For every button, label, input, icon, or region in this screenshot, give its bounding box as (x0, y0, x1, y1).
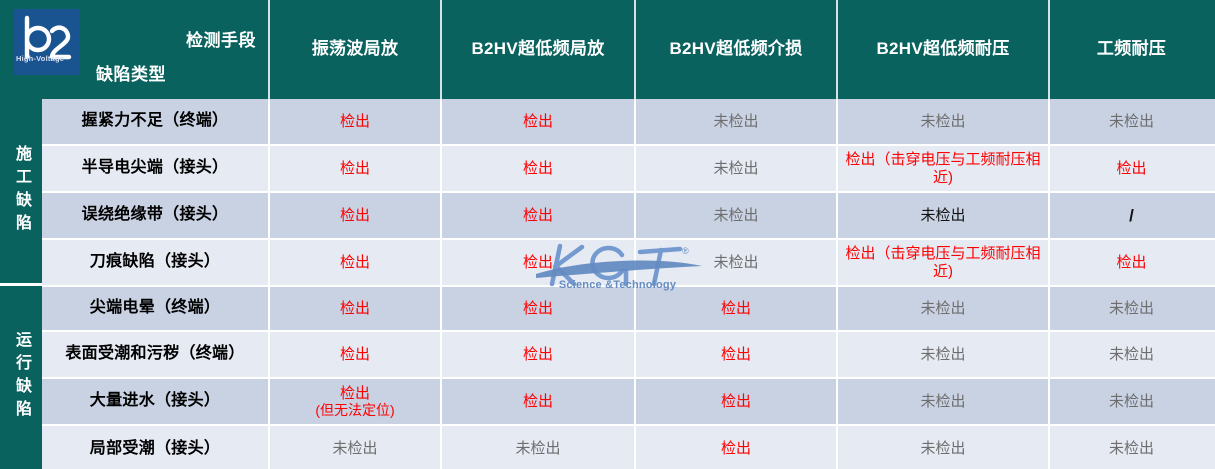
table-row: 握紧力不足（终端） 检出 检出 未检出 未检出 未检出 (42, 99, 1215, 146)
table-header: High-Voltage 检测手段 缺陷类型 振荡波局放 B2HV超低频局放 B… (0, 0, 1215, 99)
cell-value: 检出 (634, 287, 836, 330)
defect-name: 半导电尖端（接头） (81, 159, 229, 177)
table-body: 施工缺陷 运行缺陷 握紧力不足（终端） 检出 检出 未检出 未检出 未检出 半导… (0, 99, 1215, 469)
header-col-1: 振荡波局放 (268, 0, 440, 99)
defect-name: 握紧力不足（终端） (81, 112, 229, 130)
header-col-3: B2HV超低频介损 (634, 0, 836, 99)
cell-value: 检出 (268, 146, 440, 191)
cell-value: 检出 (268, 332, 440, 377)
cell-value: 未检出 (440, 426, 634, 469)
table-row: 局部受潮（接头） 未检出 未检出 检出 未检出 未检出 (42, 426, 1215, 469)
cell-value: 未检出 (836, 426, 1048, 469)
cell-value: 未检出 (836, 99, 1048, 144)
b2-logo-icon (14, 9, 80, 75)
header-col-4: B2HV超低频耐压 (836, 0, 1048, 99)
defect-name: 尖端电晕（终端） (89, 299, 221, 317)
cell-value: 未检出 (1048, 379, 1213, 424)
cell-value: 未检出 (1048, 332, 1213, 377)
cell-value-main: 检出 (339, 384, 370, 402)
header-detection-method-label: 检测手段 (186, 31, 256, 50)
cell-value: 检出 (440, 240, 634, 285)
cell-value: 未检出 (836, 287, 1048, 330)
cell-value: 检出 (634, 379, 836, 424)
cell-value: 检出 (268, 287, 440, 330)
header-defect-type-label: 缺陷类型 (96, 65, 166, 84)
cell-value: 未检出 (634, 99, 836, 144)
cell-value: 检出 (440, 193, 634, 238)
cell-value: 检出 (1048, 240, 1213, 285)
cell-value: 未检出 (268, 426, 440, 469)
cell-value: 检出 (268, 240, 440, 285)
defect-name: 局部受潮（接头） (89, 439, 221, 457)
table-row: 误绕绝缘带（接头） 检出 检出 未检出 未检出 / (42, 193, 1215, 240)
cell-value: 检出 (440, 99, 634, 144)
category-operation-defect: 运行缺陷 (0, 285, 42, 469)
cell-value: 检出 (634, 332, 836, 377)
table-row: 表面受潮和污秽（终端） 检出 检出 检出 未检出 未检出 (42, 332, 1215, 379)
cell-value: 未检出 (634, 240, 836, 285)
defect-name: 表面受潮和污秽（终端） (65, 345, 245, 363)
cell-value: 未检出 (836, 332, 1048, 377)
cell-value: 未检出 (1048, 426, 1213, 469)
cell-value-note: (但无法定位) (315, 402, 395, 419)
cell-value: 检出 (1048, 146, 1213, 191)
category-construction-defect: 施工缺陷 (0, 99, 42, 286)
cell-value: / (1048, 193, 1213, 238)
cell-value: 未检出 (1048, 99, 1213, 144)
cell-value: 检出（击穿电压与工频耐压相近) (836, 240, 1048, 285)
defect-name: 刀痕缺陷（接头） (89, 253, 221, 271)
cell-value: 未检出 (836, 379, 1048, 424)
table-row: 刀痕缺陷（接头） 检出 检出 未检出 检出（击穿电压与工频耐压相近) 检出 (42, 240, 1215, 287)
cell-value: 未检出 (634, 146, 836, 191)
cell-value: 未检出 (836, 193, 1048, 238)
table-row: 大量进水（接头） 检出 (但无法定位) 检出 检出 未检出 未检出 (42, 379, 1215, 426)
table-row: 尖端电晕（终端） 检出 检出 检出 未检出 未检出 (42, 287, 1215, 332)
cell-value: 检出 (440, 287, 634, 330)
b2-logo (14, 9, 80, 75)
b2-logo-tagline: High-Voltage (16, 54, 65, 63)
category-column: 施工缺陷 运行缺陷 (0, 99, 42, 469)
cell-value: 检出 (440, 332, 634, 377)
cell-value: 检出 (440, 146, 634, 191)
header-col-5: 工频耐压 (1048, 0, 1213, 99)
cell-value: 检出 (634, 426, 836, 469)
cell-value: 未检出 (1048, 287, 1213, 330)
cell-value: 检出 (268, 99, 440, 144)
defect-name: 误绕绝缘带（接头） (81, 206, 229, 224)
rows-area: 握紧力不足（终端） 检出 检出 未检出 未检出 未检出 半导电尖端（接头） 检出… (42, 99, 1215, 469)
header-corner-cell: High-Voltage 检测手段 缺陷类型 (0, 0, 268, 99)
cell-value: 检出 (268, 193, 440, 238)
cell-value: 检出（击穿电压与工频耐压相近) (836, 146, 1048, 191)
header-col-2: B2HV超低频局放 (440, 0, 634, 99)
cell-value: 检出 (但无法定位) (268, 379, 440, 424)
cell-value: 未检出 (634, 193, 836, 238)
table-row: 半导电尖端（接头） 检出 检出 未检出 检出（击穿电压与工频耐压相近) 检出 (42, 146, 1215, 193)
defect-name: 大量进水（接头） (89, 392, 221, 410)
cell-value: 检出 (440, 379, 634, 424)
